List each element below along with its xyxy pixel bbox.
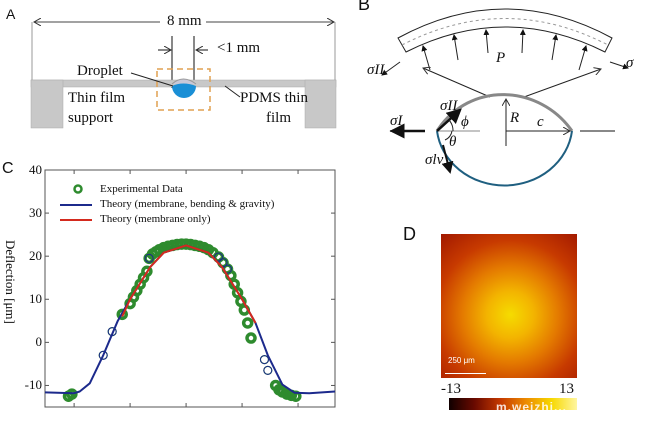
- y-tick-label: 10: [29, 291, 42, 307]
- gap-label: <1 mm: [217, 40, 261, 56]
- deflection-heatmap: [441, 234, 577, 378]
- colorbar: [449, 398, 577, 410]
- legend-entry-membrane-theory: Theory (membrane only): [100, 213, 211, 225]
- sigma-ii-top-label: σII: [367, 62, 385, 78]
- droplet-label: Droplet: [77, 63, 123, 79]
- panel-d-label: D: [403, 224, 416, 244]
- data-point: [141, 265, 153, 278]
- sigma-top-right-label: σ: [626, 55, 634, 71]
- support-label-line2: support: [68, 110, 113, 126]
- colorbar-min-label: -13: [441, 381, 461, 397]
- support-label-line1: Thin film: [68, 90, 126, 106]
- colorbar-max-label: 13: [559, 381, 574, 397]
- data-point-outline: [144, 253, 154, 263]
- sigma-lv-label: σlv: [425, 152, 444, 168]
- y-tick-label: 0: [35, 334, 43, 350]
- data-point: [241, 317, 254, 329]
- pdms-label-line1: PDMS thin: [240, 90, 308, 106]
- data-point: [245, 332, 257, 344]
- film-support-right: [304, 79, 337, 129]
- membrane-theory-line: [121, 244, 257, 324]
- data-point-outline: [214, 252, 224, 262]
- y-tick-label: 20: [29, 248, 42, 264]
- membrane-element: [397, 8, 613, 53]
- droplet: [172, 83, 196, 98]
- data-point: [116, 308, 129, 321]
- zoom-box: [156, 68, 211, 111]
- panel-c-label: C: [2, 160, 14, 177]
- sigma-ii-label: σII: [440, 98, 458, 114]
- panel-a-label: A: [6, 6, 16, 22]
- data-point-outline: [263, 365, 273, 375]
- scale-bar: [445, 373, 486, 374]
- data-point-outline: [98, 350, 108, 360]
- legend-entry-full-theory: Theory (membrane, bending & gravity): [100, 198, 275, 210]
- legend-entry-experimental: Experimental Data: [100, 183, 183, 195]
- sigma-i-label: σI: [390, 113, 403, 129]
- pressure-label: P: [496, 50, 506, 66]
- data-point: [66, 388, 78, 400]
- radius-label: R: [510, 110, 520, 126]
- data-point-outline: [259, 355, 269, 365]
- watermark: m.weizhi...: [496, 400, 568, 414]
- half-width-label: c: [537, 114, 544, 130]
- y-tick-label: 40: [29, 162, 42, 177]
- y-axis-label: Deflection [μm]: [3, 240, 18, 324]
- pdms-label-line2: film: [266, 110, 291, 126]
- film-support-left: [30, 79, 64, 129]
- theta-label: θ: [449, 134, 457, 150]
- y-tick-label: 30: [29, 205, 42, 221]
- legend-marker-experimental: [73, 184, 83, 194]
- panel-b-label: B: [358, 0, 371, 14]
- plot-frame: [44, 169, 336, 408]
- full-theory-line: [44, 244, 336, 395]
- pressure-arrows: [421, 29, 588, 71]
- width-label: 8 mm: [164, 13, 205, 30]
- y-tick-label: -10: [24, 377, 42, 393]
- scale-bar-label: 250 μm: [448, 356, 475, 365]
- film-bulge: [171, 78, 197, 85]
- phi-label: ϕ: [461, 114, 469, 130]
